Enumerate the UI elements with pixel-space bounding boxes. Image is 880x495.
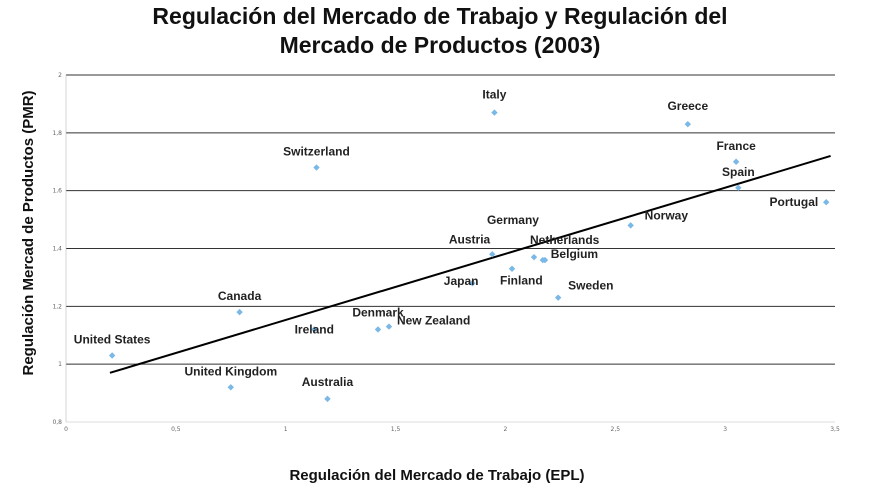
- point-label-sweden: Sweden: [568, 279, 613, 293]
- x-axis-label: Regulación del Mercado de Trabajo (EPL): [289, 467, 584, 484]
- data-point-belgium: [539, 256, 546, 264]
- point-label-new-zealand: New Zealand: [397, 314, 470, 328]
- x-tick-label: 1,5: [391, 426, 401, 433]
- point-label-ireland: Ireland: [295, 322, 334, 336]
- data-point-portugal: [823, 199, 830, 206]
- x-tick-label: 0: [64, 426, 68, 433]
- point-label-belgium: Belgium: [551, 247, 598, 261]
- data-point-spain: [735, 184, 742, 191]
- data-points: [108, 109, 830, 403]
- x-tick-label: 3,5: [830, 426, 840, 433]
- trendline-group: [109, 155, 831, 374]
- point-label-united-kingdom: United Kingdom: [184, 364, 277, 378]
- y-tick-label: 1,8: [52, 130, 62, 137]
- data-point-denmark: [374, 326, 382, 333]
- tick-labels: 0,8 1 1,2 1,4 1,6 1,8 2 0 0,5 1 1,5 2 2,5 3 3,5: [52, 72, 839, 433]
- chart-title-line-1: Regulación del Mercado de Trabajo y Regu…: [152, 3, 728, 29]
- x-tick-label: 1: [284, 426, 288, 433]
- data-point-united-states: [108, 352, 116, 359]
- grid-lines: [65, 74, 835, 423]
- point-label-australia: Australia: [302, 375, 354, 389]
- point-label-austria: Austria: [449, 232, 491, 246]
- point-label-switzerland: Switzerland: [283, 145, 350, 159]
- chart-title-line-2: Mercado de Productos (2003): [279, 32, 601, 58]
- y-tick-label: 1,4: [52, 246, 62, 253]
- point-label-united-states: United States: [74, 332, 151, 346]
- data-point-japan: [469, 280, 476, 287]
- x-tick-label: 2,5: [611, 426, 621, 433]
- point-label-greece: Greece: [667, 99, 708, 113]
- point-label-finland: Finland: [500, 274, 543, 288]
- point-label-portugal: Portugal: [770, 195, 819, 209]
- y-tick-label: 2: [58, 72, 62, 79]
- y-tick-label: 0,8: [52, 419, 62, 426]
- trendline: [109, 155, 831, 374]
- x-tick-label: 2: [504, 426, 508, 433]
- point-label-germany: Germany: [487, 213, 539, 227]
- data-point-sweden: [554, 294, 562, 301]
- x-tick-label: 0,5: [171, 426, 181, 433]
- y-tick-label: 1: [58, 361, 62, 368]
- point-label-canada: Canada: [218, 289, 262, 303]
- data-point-finland: [508, 265, 516, 272]
- y-tick-label: 1,6: [52, 188, 62, 195]
- point-label-norway: Norway: [645, 208, 689, 222]
- point-label-japan: Japan: [444, 274, 479, 288]
- point-label-italy: Italy: [482, 88, 506, 102]
- point-label-denmark: Denmark: [352, 305, 404, 319]
- data-point-norway: [627, 222, 634, 229]
- chart-title: Regulación del Mercado de Trabajo y Regu…: [0, 2, 880, 60]
- point-label-spain: Spain: [722, 165, 755, 179]
- data-point-australia: [324, 395, 331, 403]
- x-tick-label: 3: [723, 426, 727, 433]
- data-point-new-zealand: [385, 323, 393, 330]
- y-axis-label: Regulación Mercad de Productos (PMR): [20, 90, 37, 375]
- point-labels: Italy Greece France Spain Portugal Switzerlan…: [74, 88, 818, 389]
- data-point-greece: [684, 120, 691, 128]
- data-point-italy: [491, 109, 498, 116]
- data-point-france: [732, 158, 740, 165]
- data-point-canada: [236, 308, 243, 316]
- data-point-netherlands: [530, 253, 538, 261]
- point-label-netherlands: Netherlands: [530, 233, 600, 247]
- data-point-austria: [489, 251, 496, 258]
- data-point-ireland: [311, 326, 318, 333]
- y-tick-label: 1,2: [52, 303, 62, 310]
- data-point-united-kingdom: [227, 384, 234, 391]
- data-point-switzerland: [313, 164, 320, 171]
- point-label-france: France: [716, 139, 756, 153]
